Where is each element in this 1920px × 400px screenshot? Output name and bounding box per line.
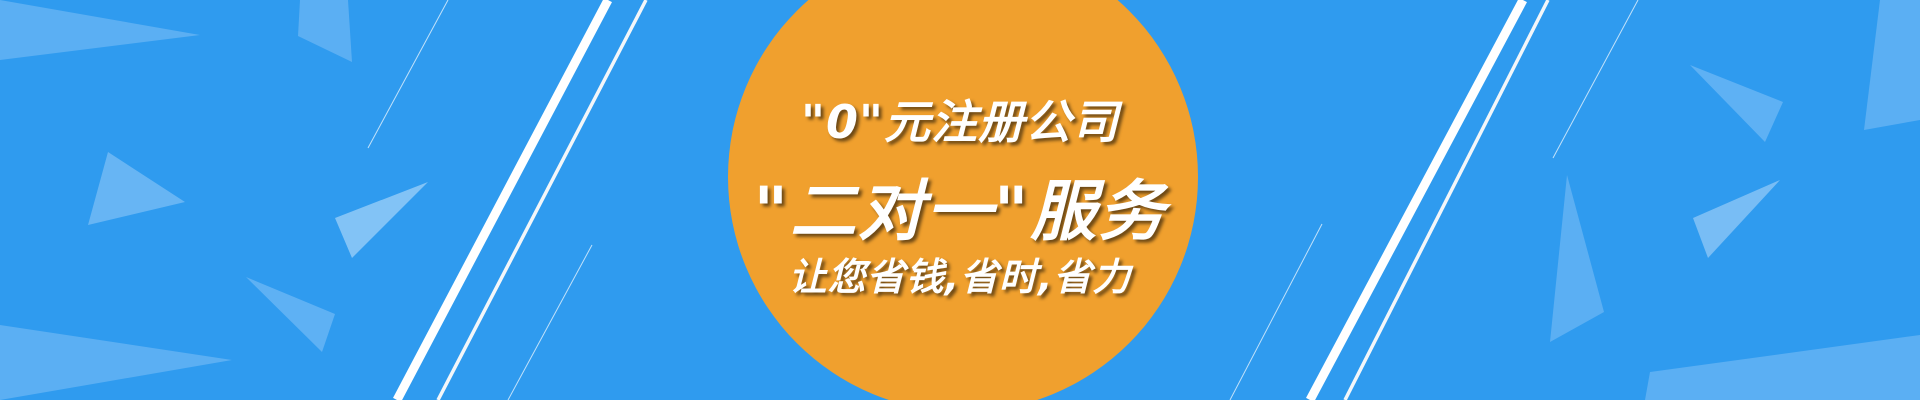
right-diagonal-stripes: [1229, 0, 1639, 400]
triangle-decoration: [335, 182, 428, 258]
triangle-decoration: [0, 325, 232, 400]
diagonal-stripe: [1306, 0, 1527, 400]
triangle-decoration: [0, 0, 200, 60]
diagonal-stripe: [1552, 0, 1639, 159]
right-triangle-decorations: [1550, 0, 1920, 400]
diagonal-stripe: [436, 0, 648, 400]
diagonal-stripe: [367, 0, 449, 149]
diagonal-stripe: [1343, 0, 1550, 400]
triangle-decoration: [246, 277, 335, 352]
triangle-decoration: [1693, 180, 1780, 258]
diagonal-stripe: [507, 244, 593, 400]
diagonal-stripe: [393, 0, 612, 400]
triangle-decoration: [88, 152, 185, 225]
triangle-decoration: [1645, 335, 1920, 400]
triangle-decoration: [1690, 65, 1783, 142]
triangle-decoration: [1864, 0, 1920, 130]
orange-circle: [728, 0, 1198, 400]
diagonal-stripe: [1229, 223, 1323, 400]
left-diagonal-stripes: [367, 0, 648, 400]
triangle-decoration: [298, 0, 352, 62]
triangle-decoration: [1550, 175, 1604, 342]
left-triangle-decorations: [0, 0, 428, 400]
